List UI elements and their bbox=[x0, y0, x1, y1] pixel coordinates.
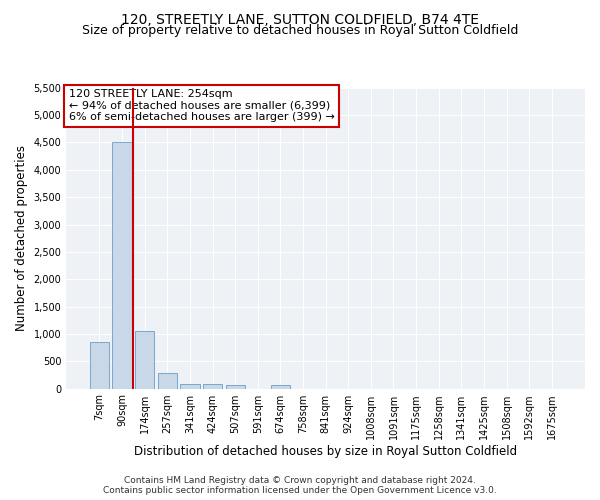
Bar bbox=[271, 386, 290, 388]
Bar bbox=[226, 386, 245, 388]
Text: 120, STREETLY LANE, SUTTON COLDFIELD, B74 4TE: 120, STREETLY LANE, SUTTON COLDFIELD, B7… bbox=[121, 12, 479, 26]
Bar bbox=[135, 331, 154, 388]
Text: Contains HM Land Registry data © Crown copyright and database right 2024.
Contai: Contains HM Land Registry data © Crown c… bbox=[103, 476, 497, 495]
Bar bbox=[90, 342, 109, 388]
Bar bbox=[158, 372, 177, 388]
Text: 120 STREETLY LANE: 254sqm
← 94% of detached houses are smaller (6,399)
6% of sem: 120 STREETLY LANE: 254sqm ← 94% of detac… bbox=[69, 90, 335, 122]
Bar bbox=[181, 384, 200, 388]
Text: Size of property relative to detached houses in Royal Sutton Coldfield: Size of property relative to detached ho… bbox=[82, 24, 518, 37]
X-axis label: Distribution of detached houses by size in Royal Sutton Coldfield: Distribution of detached houses by size … bbox=[134, 444, 517, 458]
Y-axis label: Number of detached properties: Number of detached properties bbox=[15, 145, 28, 331]
Bar bbox=[203, 384, 222, 388]
Bar bbox=[112, 142, 132, 388]
